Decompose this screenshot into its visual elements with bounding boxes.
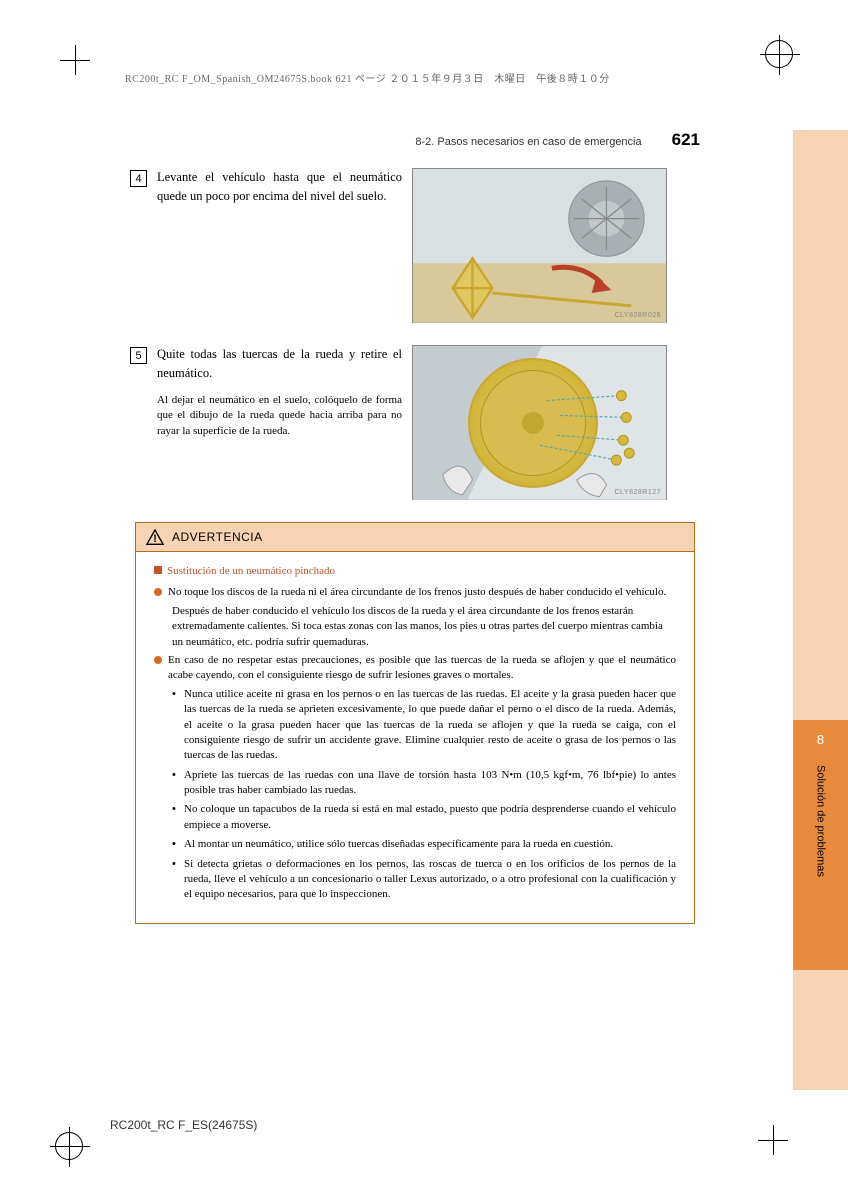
step-image-wheel: CLY828R127 bbox=[412, 345, 667, 500]
warning-list-text: Al montar un neumático, utilice sólo tue… bbox=[184, 837, 676, 852]
bullet-dot-icon bbox=[154, 588, 162, 596]
step-text: Levante el vehículo hasta que el neumáti… bbox=[157, 168, 402, 206]
page-header: 8-2. Pasos necesarios en caso de emergen… bbox=[130, 130, 700, 150]
warning-subtext: Después de haber conducido el vehículo l… bbox=[172, 604, 676, 650]
footer-reference: RC200t_RC F_ES(24675S) bbox=[110, 1118, 257, 1132]
cropmark-bottom-right bbox=[753, 1120, 793, 1160]
chapter-label: Solución de problemas bbox=[815, 765, 827, 877]
page-number: 621 bbox=[672, 130, 700, 150]
page: 8 Solución de problemas RC200t_RC F_OM_S… bbox=[0, 0, 848, 1200]
cropmark-top-left bbox=[55, 40, 95, 80]
warning-title: ADVERTENCIA bbox=[172, 530, 263, 544]
chapter-number: 8 bbox=[817, 732, 824, 747]
wheel-bolts-overlay bbox=[413, 346, 666, 500]
warning-triangle-icon: ! bbox=[146, 529, 164, 545]
warning-bullet: No toque los discos de la rueda ni el ár… bbox=[154, 585, 676, 600]
warning-list-text: No coloque un tapacubos de la rueda si e… bbox=[184, 802, 676, 833]
warning-bullet: En caso de no respetar estas precaucione… bbox=[154, 653, 676, 684]
warning-list-item: •Al montar un neumático, utilice sólo tu… bbox=[172, 837, 676, 852]
warning-subheading: Sustitución de un neumático pinchado bbox=[154, 564, 676, 579]
step-text-column: Levante el vehículo hasta que el neumáti… bbox=[157, 168, 402, 206]
warning-box: ! ADVERTENCIA Sustitución de un neumátic… bbox=[135, 522, 695, 924]
warning-list-text: Si detecta grietas o deformaciones en lo… bbox=[184, 857, 676, 903]
step-text-column: Quite todas las tuercas de la rueda y re… bbox=[157, 345, 402, 440]
side-tab-chapter: 8 Solución de problemas bbox=[793, 720, 848, 970]
warning-list-item: •Si detecta grietas o deformaciones en l… bbox=[172, 857, 676, 903]
step-number-badge: 5 bbox=[130, 347, 147, 364]
warning-list-item: •Apriete las tuercas de las ruedas con u… bbox=[172, 768, 676, 799]
warning-body: Sustitución de un neumático pinchado No … bbox=[136, 552, 694, 923]
svg-text:!: ! bbox=[153, 533, 157, 545]
step-row: 4 Levante el vehículo hasta que el neumá… bbox=[130, 168, 700, 323]
step-row: 5 Quite todas las tuercas de la rueda y … bbox=[130, 345, 700, 500]
jack-illustration bbox=[413, 169, 666, 323]
step-subtext: Al dejar el neumático en el suelo, colóq… bbox=[157, 393, 402, 441]
bullet-dot-icon bbox=[154, 656, 162, 664]
warning-subheading-text: Sustitución de un neumático pinchado bbox=[167, 565, 335, 577]
warning-header: ! ADVERTENCIA bbox=[136, 523, 694, 552]
print-metadata-header: RC200t_RC F_OM_Spanish_OM24675S.book 621… bbox=[125, 70, 610, 85]
step-image-jack: CLY828R026 bbox=[412, 168, 667, 323]
warning-bullet-text: En caso de no respetar estas precaucione… bbox=[168, 653, 676, 684]
cropmark-top-right bbox=[765, 40, 793, 68]
cropmark-bottom-left bbox=[55, 1132, 83, 1160]
square-bullet-icon bbox=[154, 566, 162, 574]
content-area: 8-2. Pasos necesarios en caso de emergen… bbox=[130, 130, 700, 924]
step-number-badge: 4 bbox=[130, 170, 147, 187]
warning-list-text: Nunca utilice aceite ni grasa en los per… bbox=[184, 687, 676, 764]
step-text: Quite todas las tuercas de la rueda y re… bbox=[157, 345, 402, 383]
warning-list-item: •No coloque un tapacubos de la rueda si … bbox=[172, 802, 676, 833]
section-title: 8-2. Pasos necesarios en caso de emergen… bbox=[415, 136, 641, 148]
warning-list-text: Apriete las tuercas de las ruedas con un… bbox=[184, 768, 676, 799]
warning-bullet-text: No toque los discos de la rueda ni el ár… bbox=[168, 585, 676, 600]
warning-list-item: •Nunca utilice aceite ni grasa en los pe… bbox=[172, 687, 676, 764]
image-reference-tag: CLY828R026 bbox=[614, 312, 661, 319]
